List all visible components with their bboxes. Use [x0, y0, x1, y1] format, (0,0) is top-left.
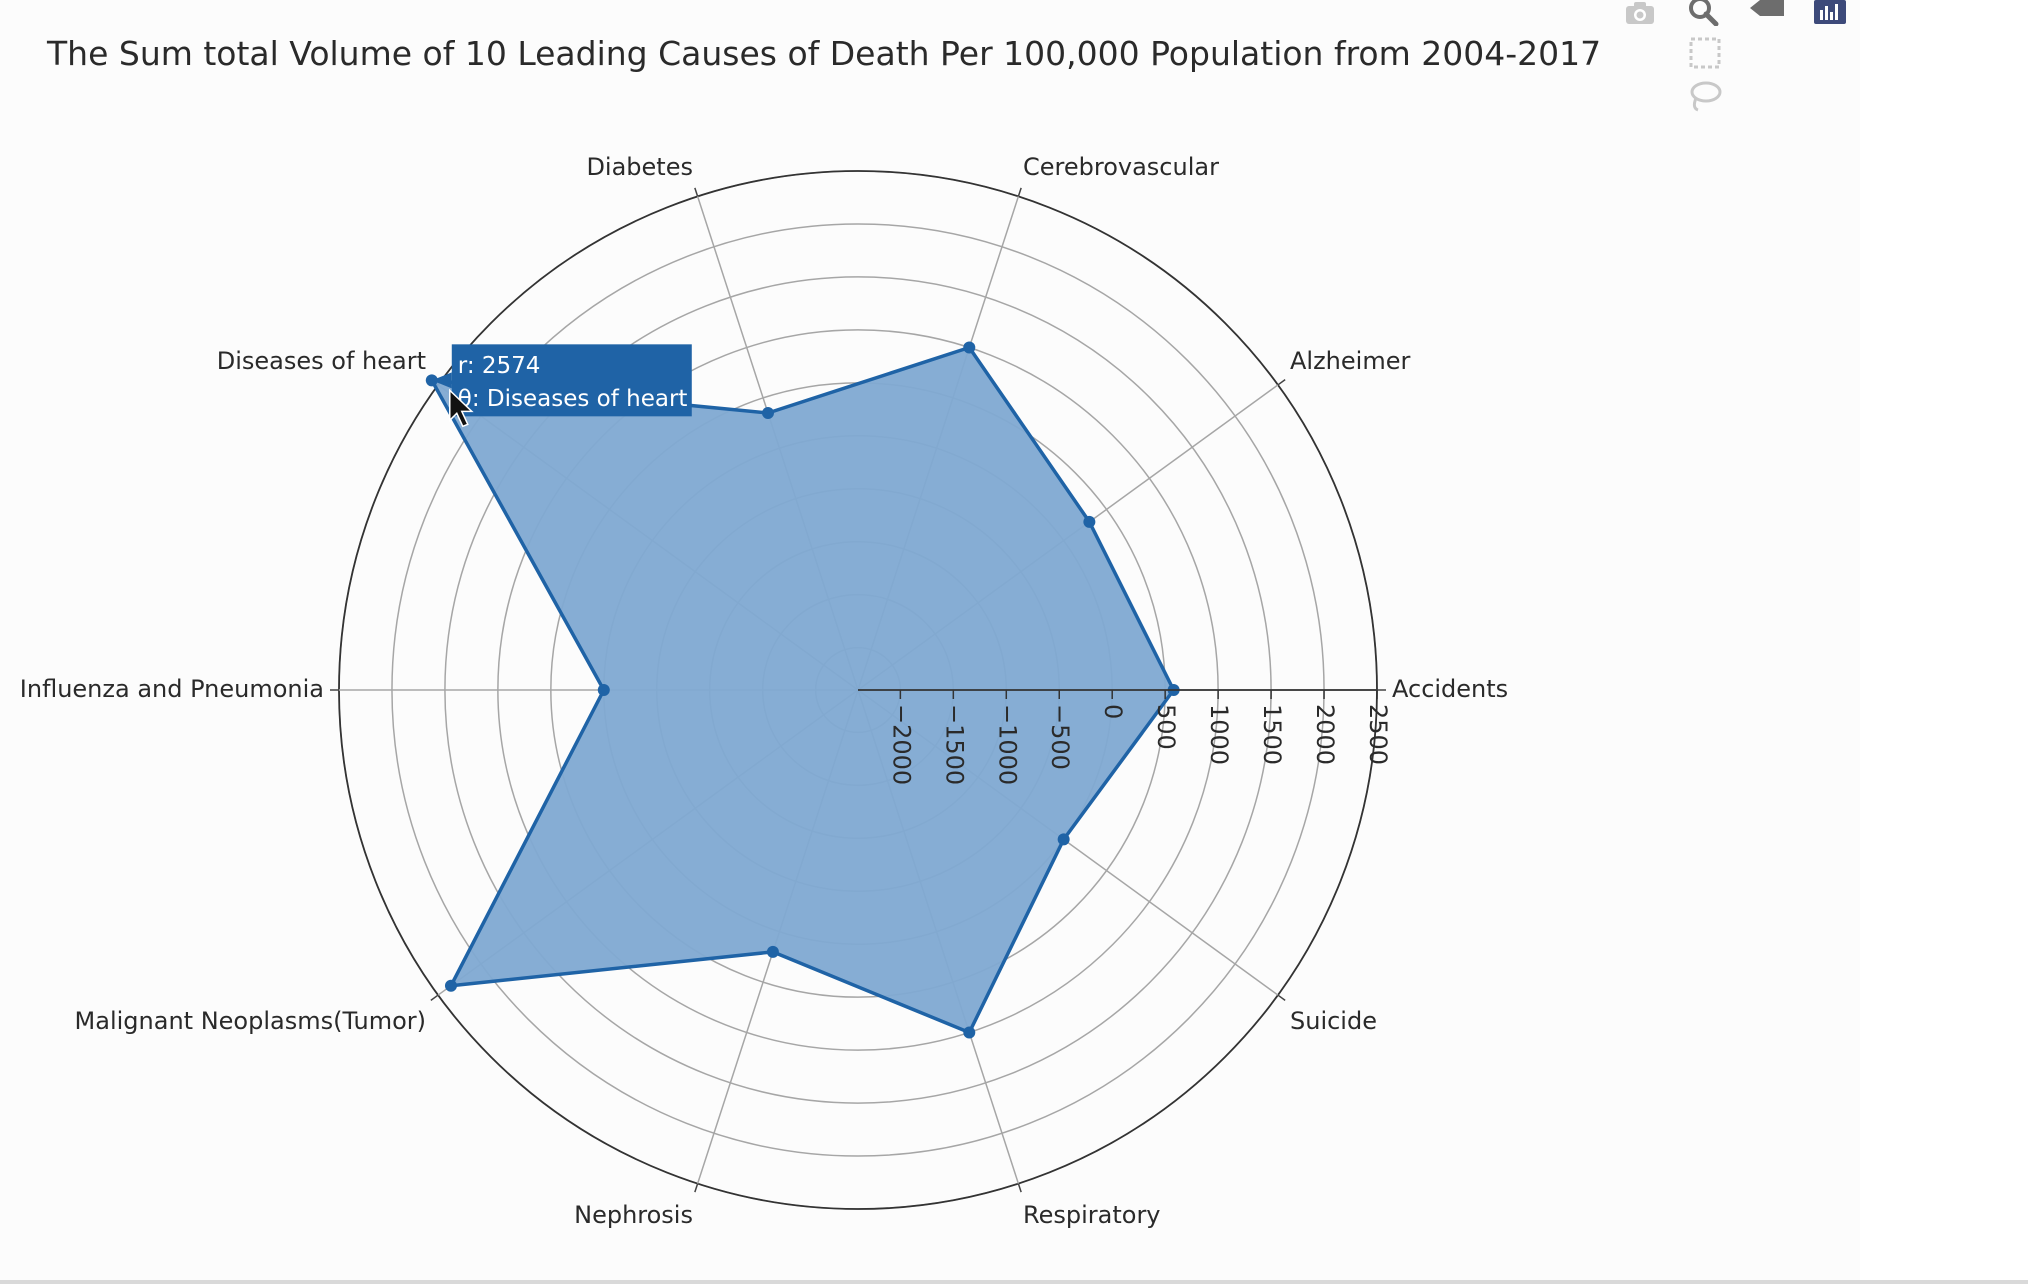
angular-label-nephrosis: Nephrosis [574, 1201, 693, 1229]
radial-tick-label: 0 [1099, 704, 1127, 719]
lasso-select-icon[interactable] [1688, 80, 1724, 114]
angular-tick [1277, 379, 1286, 386]
radial-tick-label: −1000 [993, 704, 1021, 785]
radial-tick-label: 500 [1152, 704, 1180, 750]
zoom-icon[interactable] [1686, 0, 1722, 27]
camera-icon[interactable] [1622, 0, 1658, 24]
angular-label-diabetes: Diabetes [586, 153, 693, 181]
data-point-alzheimer[interactable] [1083, 515, 1096, 528]
hover-r-label: r: 2574 [458, 353, 541, 379]
angular-tick [694, 187, 699, 197]
radial-tick-label: 1500 [1258, 704, 1286, 765]
angular-labels: Accidents Alzheimer Cerebrovascular Diabete… [20, 153, 1508, 1229]
angular-tick [1017, 1183, 1022, 1193]
pan-icon[interactable] [1748, 0, 1786, 22]
radial-tick-label: −500 [1046, 704, 1074, 770]
series-area[interactable] [425, 341, 1180, 1039]
angular-tick [430, 994, 439, 1001]
chart-title: The Sum total Volume of 10 Leading Cause… [47, 34, 1602, 73]
angular-label-suicide: Suicide [1290, 1007, 1377, 1035]
data-point-respiratory[interactable] [963, 1026, 976, 1039]
angular-label-diseases-of-heart: Diseases of heart [217, 347, 426, 375]
angular-label-cerebrovascular: Cerebrovascular [1023, 153, 1219, 181]
data-point-influenza-and-pneumonia[interactable] [597, 684, 610, 696]
radial-tick-label: 2500 [1364, 704, 1392, 765]
radial-tick-label: 1000 [1205, 704, 1233, 765]
hover-tooltip: r: 2574 θ: Diseases of heart [431, 344, 692, 428]
mouse-cursor-icon [449, 388, 474, 428]
data-point-malignant-neoplasms-tumor-[interactable] [444, 979, 457, 992]
angular-label-alzheimer: Alzheimer [1290, 347, 1410, 375]
hover-box [451, 344, 692, 417]
hover-pointer [431, 372, 452, 389]
data-point-cerebrovascular[interactable] [963, 341, 976, 354]
angular-tick [1277, 994, 1286, 1001]
data-point-diabetes[interactable] [761, 406, 774, 419]
angular-label-influenza-and-pneumonia: Influenza and Pneumonia [20, 675, 324, 703]
angular-label-malignant-neoplasms-tumor-: Malignant Neoplasms(Tumor) [75, 1007, 426, 1035]
radial-axis: −2000 −1500 −1000 −500 0 500 1000 1500 2000 2500 [858, 689, 1392, 785]
box-select-icon[interactable] [1688, 36, 1722, 70]
radial-tick-label: 2000 [1311, 704, 1339, 765]
data-point-nephrosis[interactable] [766, 945, 779, 958]
modebar [1610, 0, 1860, 120]
angular-label-respiratory: Respiratory [1023, 1201, 1161, 1229]
bottom-border [0, 1280, 2028, 1284]
bar-chart-logo-icon[interactable] [1814, 0, 1846, 24]
angular-tick [694, 1183, 699, 1193]
angular-tick [1017, 187, 1022, 197]
hover-theta-label: θ: Diseases of heart [458, 386, 688, 412]
radial-tick-label: −1500 [940, 704, 968, 785]
radial-tick-label: −2000 [887, 704, 915, 785]
angular-label-accidents: Accidents [1392, 675, 1508, 703]
data-point-suicide[interactable] [1057, 833, 1070, 846]
